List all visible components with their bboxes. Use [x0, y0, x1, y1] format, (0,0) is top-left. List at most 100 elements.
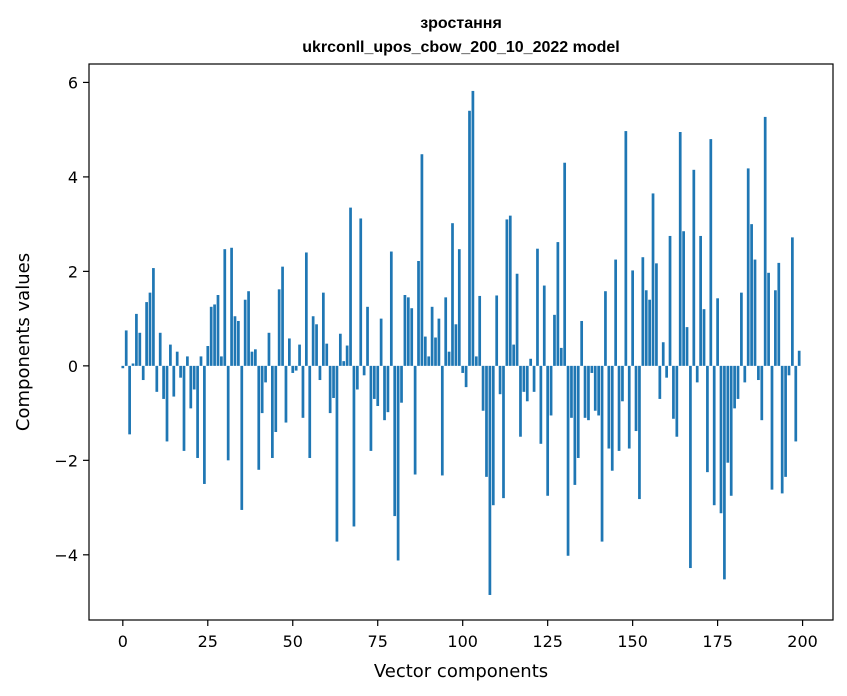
bar-119	[525, 365, 529, 402]
bar-115	[512, 344, 516, 366]
bar-74	[372, 365, 376, 399]
bar-41	[260, 365, 264, 414]
bar-62	[332, 365, 335, 398]
chart-title-line-1: зростання	[420, 15, 502, 32]
bar-113	[505, 219, 509, 366]
bar-104	[474, 356, 478, 366]
bar-69	[355, 365, 359, 390]
x-tick-label: 25	[198, 632, 218, 651]
bar-97	[451, 223, 454, 366]
bar-25	[206, 346, 210, 366]
bar-37	[247, 291, 250, 366]
bar-173	[709, 139, 713, 366]
bar-112	[502, 365, 505, 499]
bar-90	[427, 356, 431, 366]
bar-8	[148, 292, 152, 366]
bar-158	[658, 365, 662, 399]
bar-192	[774, 290, 777, 366]
bar-171	[702, 309, 706, 366]
bar-2	[128, 365, 131, 435]
bar-51	[294, 365, 298, 371]
bar-149	[627, 365, 631, 449]
bar-70	[359, 218, 363, 366]
bar-42	[264, 365, 267, 383]
bar-124	[542, 285, 546, 366]
x-tick-label: 100	[447, 632, 478, 651]
bar-71	[362, 365, 366, 376]
bar-73	[369, 365, 373, 451]
bar-176	[719, 365, 723, 514]
bar-96	[447, 351, 451, 366]
bar-12	[162, 365, 165, 399]
bar-184	[746, 168, 750, 366]
x-tick-label: 125	[532, 632, 563, 651]
bar-194	[780, 365, 784, 494]
bar-44	[271, 365, 274, 458]
bar-197	[791, 237, 794, 366]
bar-133	[573, 365, 577, 485]
bars-group	[121, 90, 801, 595]
bar-105	[478, 295, 482, 366]
bar-175	[716, 298, 719, 366]
bar-40	[257, 365, 261, 470]
bar-179	[729, 365, 733, 496]
bar-189	[763, 116, 767, 366]
bar-23	[199, 356, 203, 366]
bar-28	[216, 295, 220, 366]
bar-122	[536, 248, 539, 366]
y-tick-label: −4	[54, 546, 78, 565]
bar-102	[468, 110, 471, 366]
bar-168	[692, 169, 696, 366]
bar-80	[393, 365, 397, 517]
bar-92	[434, 337, 437, 366]
bar-75	[376, 365, 380, 407]
bar-164	[678, 132, 682, 366]
bar-193	[777, 262, 781, 366]
bar-60	[325, 343, 329, 366]
bar-100	[461, 365, 465, 373]
bar-49	[288, 338, 291, 366]
bar-134	[576, 365, 580, 458]
y-tick-label: 0	[68, 357, 78, 376]
bar-136	[583, 365, 587, 418]
bar-182	[740, 292, 743, 366]
bar-26	[209, 306, 213, 366]
bar-131	[566, 365, 570, 556]
bar-169	[695, 365, 699, 383]
bar-58	[318, 365, 322, 381]
bar-84	[406, 297, 410, 366]
bar-77	[383, 365, 386, 421]
x-tick-label: 0	[118, 632, 128, 651]
bar-198	[794, 365, 798, 442]
bar-127	[553, 314, 556, 366]
bar-45	[274, 365, 278, 432]
bar-56	[311, 316, 315, 366]
bar-128	[556, 242, 560, 366]
bar-156	[651, 193, 655, 366]
bar-34	[237, 320, 240, 366]
y-tick-label: 4	[68, 168, 78, 187]
bar-107	[485, 365, 488, 477]
bar-24	[203, 365, 206, 484]
bar-54	[304, 252, 308, 366]
bar-142	[604, 291, 607, 366]
bar-196	[787, 365, 791, 376]
bar-121	[532, 365, 536, 392]
bar-53	[301, 365, 305, 418]
bar-17	[179, 365, 182, 378]
bar-143	[607, 365, 611, 449]
bar-35	[240, 365, 244, 510]
bar-126	[549, 365, 553, 416]
bar-118	[522, 365, 526, 392]
bar-6	[141, 365, 145, 381]
bar-31	[226, 365, 230, 461]
bar-83	[403, 295, 407, 366]
bar-123	[539, 365, 543, 444]
bar-163	[675, 365, 679, 437]
bar-172	[706, 365, 709, 473]
bar-78	[386, 365, 390, 413]
bar-33	[233, 316, 237, 366]
bar-13	[165, 365, 169, 442]
bar-85	[410, 308, 414, 366]
bar-103	[471, 90, 475, 366]
